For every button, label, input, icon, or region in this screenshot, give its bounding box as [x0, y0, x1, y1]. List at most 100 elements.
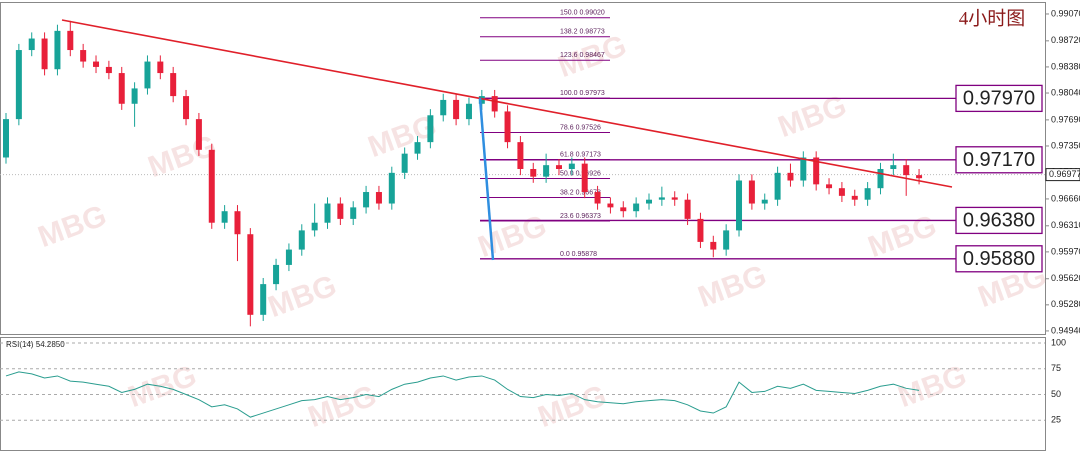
candle-body	[594, 192, 601, 204]
watermark: MBG	[474, 209, 551, 264]
watermark: MBG	[774, 89, 851, 144]
level-label: 0.97170	[963, 149, 1035, 171]
last-price-label: 0.96977	[1049, 169, 1080, 179]
candle-body	[761, 199, 768, 204]
rsi-tick-label: 100	[1051, 337, 1066, 347]
level-box	[955, 206, 1043, 235]
candle-body	[684, 199, 691, 219]
candle-body	[710, 241, 717, 250]
candle-body	[350, 207, 357, 219]
candle-body	[440, 99, 447, 116]
candle-body	[311, 222, 318, 231]
fib-label: 23.6 0.96373	[560, 213, 601, 220]
fib-label: 38.2 0.96678	[560, 189, 601, 196]
rsi-label: RSI(14) 54.2850	[6, 340, 65, 349]
level-box	[955, 146, 1043, 174]
candle-body	[388, 172, 395, 204]
candle-body	[800, 157, 807, 181]
candle-body	[723, 230, 730, 250]
candle-body	[401, 153, 408, 173]
candle-body	[517, 142, 524, 169]
candle-body	[105, 66, 112, 74]
candle-body	[916, 175, 923, 179]
candle-body	[877, 168, 884, 189]
fib-label: 78.6 0.97526	[560, 124, 601, 131]
candle-body	[414, 142, 421, 154]
last-price-box	[1045, 168, 1080, 182]
candle-body	[298, 230, 305, 250]
fib-label: 150.0 0.99020	[560, 10, 605, 17]
chart-title: 4小时图	[959, 7, 1026, 29]
candle-body	[363, 192, 370, 208]
candle-body	[221, 211, 228, 223]
candle-body	[813, 157, 820, 185]
candle-body	[787, 172, 794, 181]
candle-body	[697, 218, 704, 242]
fib-label: 100.0 0.97973	[560, 90, 605, 97]
candle-body	[324, 203, 331, 223]
candle-body	[144, 61, 151, 89]
candle-body	[890, 165, 897, 169]
candle-body	[285, 249, 292, 265]
rsi-tick-label: 75	[1051, 363, 1061, 373]
level-label: 0.95880	[963, 248, 1035, 270]
candle-body	[118, 73, 125, 104]
watermark: MBG	[34, 199, 111, 254]
fib-label: 123.6 0.98467	[560, 52, 605, 59]
candle-body	[208, 149, 215, 223]
candle-body	[555, 165, 562, 169]
candle-body	[3, 119, 9, 158]
candle-body	[748, 180, 755, 204]
candle-body	[826, 184, 833, 189]
y-tick-label: 0.94940	[1051, 325, 1080, 335]
candle-body	[375, 192, 382, 204]
trend-line	[61, 19, 953, 188]
candle-body	[131, 88, 138, 104]
level-label: 0.97970	[963, 88, 1035, 110]
fib-label: 50.0 0.96926	[560, 170, 601, 177]
candle-body	[607, 203, 614, 208]
candle-body	[851, 195, 858, 200]
candle-body	[633, 203, 640, 212]
candle-body	[260, 284, 267, 315]
candle-body	[67, 30, 74, 51]
candle-body	[658, 197, 665, 200]
candle-body	[543, 165, 550, 177]
candle-body	[337, 203, 344, 219]
level-box	[955, 245, 1043, 273]
candle-body	[234, 211, 241, 235]
watermark: MBG	[694, 259, 771, 314]
candle-body	[620, 207, 627, 212]
rsi-tick-label: 25	[1051, 415, 1061, 425]
candle-body	[736, 180, 743, 231]
level-label: 0.96380	[963, 210, 1035, 232]
candle-body	[838, 188, 845, 196]
candle-body	[80, 50, 87, 62]
candle-body	[671, 197, 678, 200]
fib-anchor-line	[478, 97, 495, 261]
candle-body	[568, 163, 575, 169]
candle-body	[453, 99, 460, 120]
candle-body	[478, 96, 485, 104]
candle-body	[183, 96, 190, 120]
candle-body	[774, 172, 781, 200]
candle-body	[646, 199, 652, 204]
candle-body	[28, 38, 35, 51]
candle-body	[41, 38, 48, 70]
fib-label: 61.8 0.97173	[560, 151, 601, 158]
watermark: MBG	[304, 379, 381, 434]
candle-body	[491, 96, 498, 112]
candle-body	[170, 73, 177, 97]
candle-body	[903, 165, 910, 176]
candle-body	[273, 264, 280, 285]
